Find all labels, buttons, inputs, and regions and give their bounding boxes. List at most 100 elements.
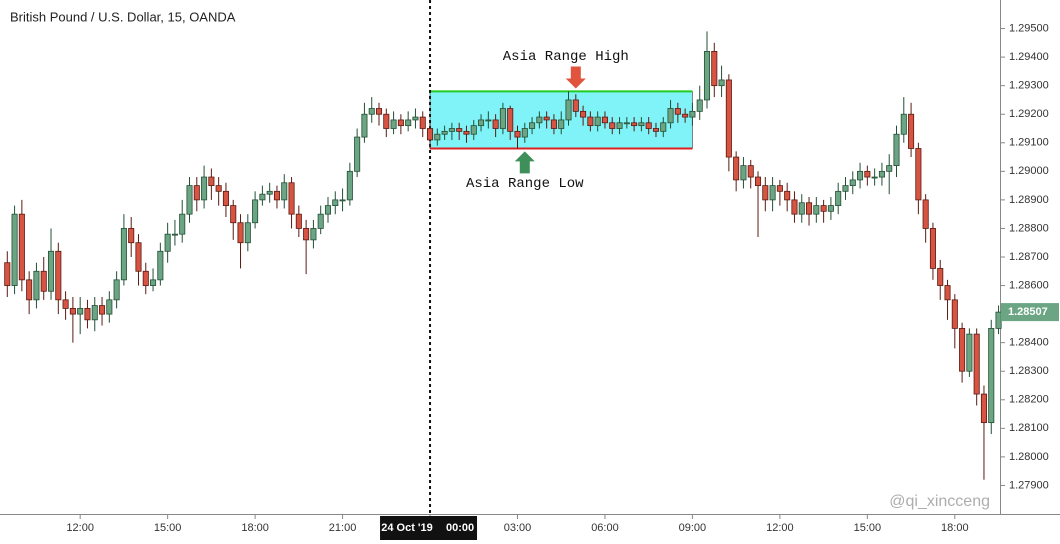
x-tick-label-bg [380, 516, 478, 540]
candle-body [91, 305, 98, 321]
candle-body [492, 119, 499, 129]
candle-body [580, 110, 587, 118]
candle-body [259, 193, 266, 201]
candle-body [412, 116, 419, 121]
candle-body [878, 170, 885, 178]
candle-body [543, 116, 550, 121]
y-tick-label: 1.28000 [1009, 451, 1049, 463]
candle-body [806, 202, 813, 215]
candle-body [419, 116, 426, 129]
candle-body [696, 99, 703, 112]
candle-body [332, 199, 339, 206]
candle-body [798, 202, 805, 215]
candle-body [667, 108, 674, 124]
y-tick-label: 1.29500 [1009, 22, 1049, 34]
candle-body [893, 133, 900, 167]
x-tick-label: 18:00 [241, 522, 269, 534]
candle-body [521, 128, 528, 138]
y-tick-label: 1.29200 [1009, 108, 1049, 120]
candle-body [456, 128, 463, 132]
candle-body [201, 176, 208, 201]
candle-body [397, 119, 404, 127]
candle-body [179, 213, 186, 235]
candle-body [908, 113, 915, 149]
candle-body [383, 113, 390, 129]
candle-body [536, 116, 543, 124]
candle-body [171, 233, 178, 236]
candle-body [572, 99, 579, 112]
y-tick-label: 1.28600 [1009, 279, 1049, 291]
candle-body [339, 199, 346, 202]
candle-body [944, 285, 951, 301]
candle-body [390, 119, 397, 129]
x-tick-label: 06:00 [591, 522, 619, 534]
y-tick-label: 1.29000 [1009, 165, 1049, 177]
candle-body [988, 327, 995, 424]
candle-body [871, 176, 878, 179]
candle-body [507, 108, 514, 132]
candle-body [303, 228, 310, 241]
candle-body [40, 270, 47, 292]
price-label: 1.28507 [1008, 306, 1048, 318]
candle-body [18, 213, 25, 281]
candle-body [587, 116, 594, 127]
candle-body [900, 113, 907, 135]
candle-body [827, 205, 834, 212]
candle-body [718, 79, 725, 87]
y-tick-label: 1.29100 [1009, 137, 1049, 149]
candle-body [288, 182, 295, 215]
candle-body [711, 51, 718, 87]
annotation-arrow [514, 151, 535, 174]
x-tick-label: 12:00 [766, 522, 794, 534]
candle-body [849, 179, 856, 187]
y-tick-label: 1.29400 [1009, 51, 1049, 63]
candle-body [609, 122, 616, 129]
candle-body [747, 165, 754, 178]
candle-body [638, 122, 645, 127]
candle-body [77, 307, 84, 315]
candle-body [973, 333, 980, 395]
candle-body [703, 51, 711, 101]
y-tick-label: 1.28100 [1009, 422, 1049, 434]
annotation-text: Asia Range Low [466, 176, 584, 192]
candle-body [99, 305, 106, 315]
candle-body [514, 130, 521, 138]
candle-body [784, 190, 791, 201]
candle-body [164, 233, 171, 252]
candle-body [69, 307, 76, 315]
candle-body [361, 113, 368, 138]
candle-body [951, 299, 958, 329]
candle-body [346, 170, 353, 201]
candle-body [120, 228, 127, 281]
candle-body [84, 307, 91, 321]
candle-body [754, 176, 762, 187]
candle-body [317, 213, 324, 229]
candle-body [499, 108, 506, 129]
candle-body [55, 250, 62, 301]
candle-body [230, 205, 237, 224]
candle-body [820, 205, 827, 212]
candle-body [62, 299, 69, 309]
candle-body [660, 122, 667, 132]
candle-body [594, 116, 601, 127]
annotation-arrow [565, 66, 586, 89]
candle-body [441, 130, 448, 135]
candle-body [623, 122, 630, 125]
candle-body [645, 122, 652, 129]
candle-body [193, 185, 200, 201]
candle-body [273, 190, 280, 201]
candle-body [478, 119, 485, 127]
candle-body [689, 110, 696, 118]
y-tick-label: 1.28900 [1009, 194, 1049, 206]
candle-body [405, 119, 412, 127]
candle-body [150, 279, 157, 286]
candle-body [980, 393, 987, 424]
x-tick-label: 03:00 [504, 522, 532, 534]
candle-body [959, 327, 966, 372]
candle-body [485, 119, 492, 122]
candle-body [11, 213, 18, 286]
price-label-bg [1001, 303, 1059, 322]
candle-body [186, 185, 193, 215]
